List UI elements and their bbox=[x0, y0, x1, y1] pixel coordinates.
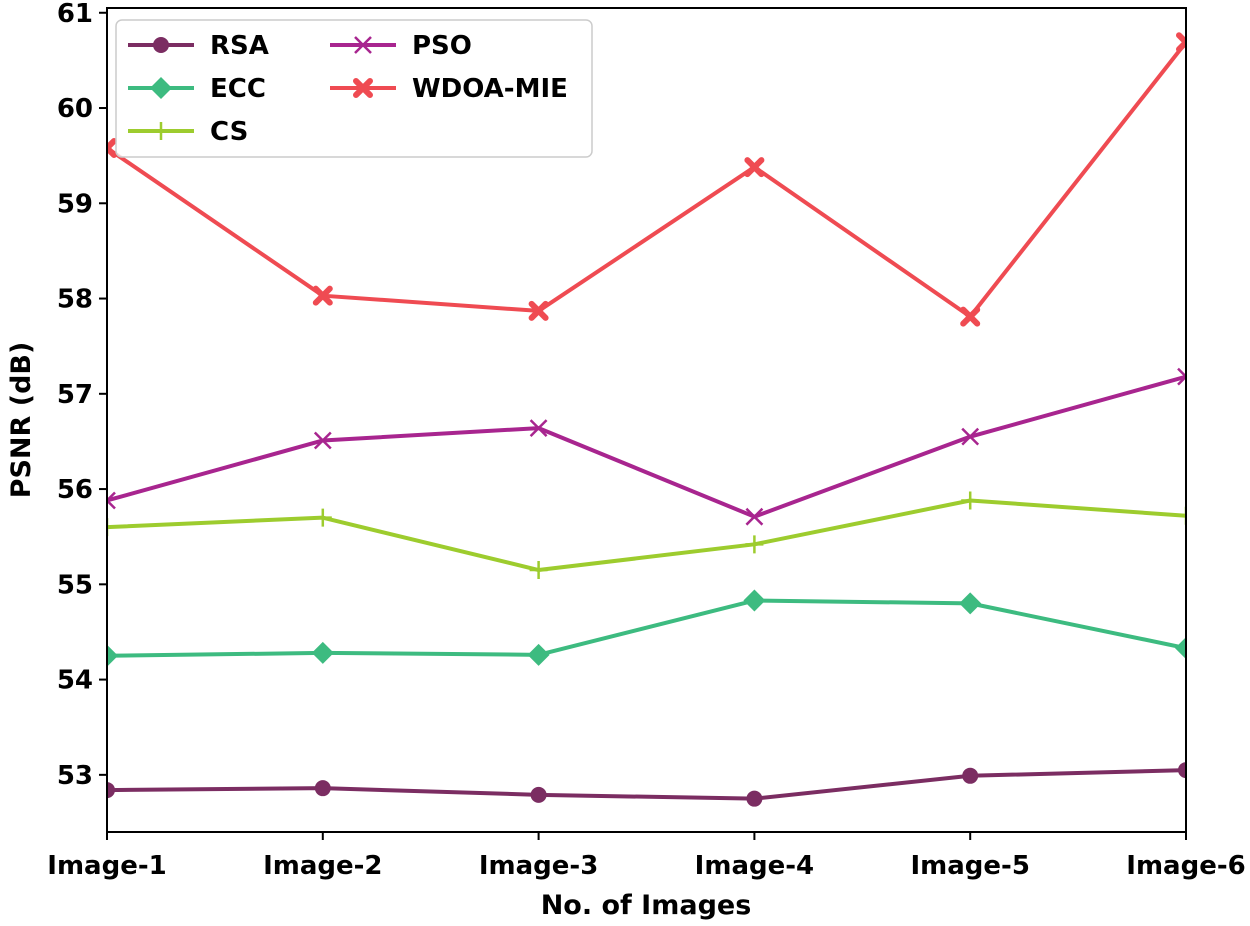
series-line bbox=[107, 498, 1186, 573]
data-point bbox=[527, 643, 550, 666]
legend-entry: RSA bbox=[128, 31, 269, 61]
y-tick-label: 59 bbox=[57, 189, 93, 219]
data-point bbox=[960, 306, 981, 327]
series-line bbox=[107, 768, 1186, 801]
data-point bbox=[746, 790, 763, 807]
x-axis-label: No. of Images bbox=[541, 890, 752, 921]
legend-marker bbox=[354, 36, 372, 54]
data-point bbox=[313, 508, 332, 527]
y-tick-label: 53 bbox=[57, 761, 93, 791]
series-line bbox=[107, 41, 1186, 319]
data-point bbox=[1176, 32, 1186, 53]
legend-entry: PSO bbox=[330, 31, 472, 61]
legend: RSA ECC CS PSO WDOA-MIE bbox=[115, 19, 593, 158]
legend-label: WDOA-MIE bbox=[412, 74, 568, 104]
x-tick-label: Image-3 bbox=[479, 851, 598, 881]
x-tick-label: Image-2 bbox=[263, 851, 382, 881]
data-point bbox=[1177, 367, 1186, 386]
data-point bbox=[745, 507, 764, 526]
legend-marker bbox=[152, 122, 170, 140]
data-point bbox=[743, 589, 766, 612]
data-point bbox=[1177, 506, 1186, 525]
y-tick-label: 61 bbox=[57, 0, 93, 29]
data-point bbox=[314, 780, 331, 797]
data-point bbox=[959, 592, 982, 615]
data-point bbox=[529, 561, 548, 580]
legend-label: PSO bbox=[412, 31, 472, 61]
series-line bbox=[107, 598, 1186, 658]
x-tick-label: Image-6 bbox=[1126, 851, 1245, 881]
data-point bbox=[107, 491, 116, 510]
data-point bbox=[744, 157, 765, 178]
x-tick-label: Image-5 bbox=[910, 851, 1029, 881]
y-axis-label: PSNR (dB) bbox=[6, 342, 37, 499]
data-point bbox=[962, 767, 979, 784]
data-point bbox=[313, 431, 332, 450]
legend-marker bbox=[353, 78, 373, 98]
data-point bbox=[961, 491, 980, 510]
ticks-layer: Image-1 Image-2 Image-3 Image-4 Image-5 Image… bbox=[47, 0, 1245, 881]
y-tick-label: 57 bbox=[57, 380, 93, 410]
y-tick-label: 55 bbox=[57, 570, 93, 600]
data-point bbox=[107, 644, 118, 667]
legend-label: ECC bbox=[210, 74, 266, 104]
data-point bbox=[107, 782, 115, 799]
legend-label: CS bbox=[210, 117, 248, 147]
y-tick-label: 56 bbox=[57, 475, 93, 505]
legend-entry: WDOA-MIE bbox=[330, 74, 568, 104]
series-cs bbox=[107, 491, 1186, 580]
legend-marker bbox=[150, 77, 172, 99]
series-pso bbox=[107, 367, 1186, 526]
plot-frame bbox=[106, 7, 1187, 833]
series-line bbox=[107, 374, 1186, 519]
data-point bbox=[107, 138, 117, 159]
legend-label: RSA bbox=[210, 31, 269, 61]
series-rsa bbox=[107, 762, 1186, 807]
data-point bbox=[312, 285, 333, 306]
data-point bbox=[107, 518, 116, 537]
data-point bbox=[528, 300, 549, 321]
y-tick-label: 60 bbox=[57, 94, 93, 124]
data-point bbox=[745, 535, 764, 554]
data-point bbox=[311, 641, 334, 664]
x-tick-label: Image-4 bbox=[695, 851, 814, 881]
legend-entry: ECC bbox=[128, 74, 266, 104]
data-point bbox=[1178, 762, 1186, 779]
series-ecc bbox=[107, 589, 1186, 667]
series-layer bbox=[107, 32, 1186, 807]
data-point bbox=[961, 427, 980, 446]
legend-entry: CS bbox=[128, 117, 248, 147]
y-tick-label: 54 bbox=[57, 666, 93, 696]
series-wdoa-mie bbox=[107, 32, 1186, 327]
data-point bbox=[530, 786, 547, 803]
data-point bbox=[1175, 637, 1186, 660]
legend-marker bbox=[153, 37, 169, 53]
y-tick-label: 58 bbox=[57, 285, 93, 315]
data-point bbox=[529, 419, 548, 437]
x-tick-label: Image-1 bbox=[47, 851, 166, 881]
